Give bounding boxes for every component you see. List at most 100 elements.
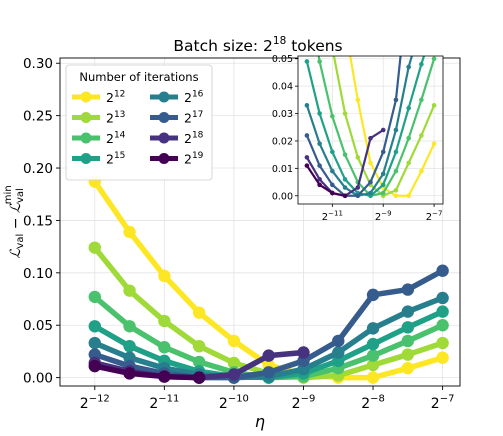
- legend-item-16: 216: [150, 89, 204, 105]
- x-tick-label-base: 2: [361, 396, 370, 412]
- series-point-15: [88, 320, 101, 333]
- x-tick-label: 2−10: [219, 394, 249, 412]
- x-tick-label-exponent: −12: [89, 394, 110, 405]
- x-tick-label-base: 2: [219, 396, 228, 412]
- inset-series-point-16: [368, 190, 373, 196]
- inset-series-19: [304, 163, 348, 199]
- y-tick-label: 0.15: [23, 213, 53, 229]
- x-axis-label: η: [255, 412, 265, 431]
- inset-series-point-19: [330, 190, 335, 196]
- legend-swatch-marker: [80, 112, 92, 123]
- inset-series-point-17: [330, 182, 335, 188]
- inset-series-point-14: [317, 59, 322, 64]
- series-point-17: [366, 288, 380, 302]
- inset-series-point-15: [419, 61, 424, 67]
- series-point-16: [332, 346, 345, 359]
- legend-label-exponent: 15: [114, 151, 125, 161]
- legend-label: 214: [106, 130, 126, 146]
- inset-series-point-14: [380, 190, 386, 196]
- legend-item-15: 215: [72, 151, 125, 167]
- y-axis-label-loss-a: ℒ: [8, 248, 24, 259]
- legend-swatch-marker: [80, 91, 92, 103]
- inset-series-point-12: [393, 193, 399, 199]
- y-axis-ticks: 0.00 0.05 0.10 0.15 0.20 0.25 0.30: [23, 56, 60, 387]
- legend-item-14: 214: [72, 130, 126, 146]
- inset-series-point-16: [419, 21, 424, 26]
- series-point-13: [123, 284, 136, 297]
- inset-x-tick-label: 2−9: [375, 210, 392, 224]
- legend-item-19: 219: [150, 151, 204, 167]
- legend-swatch-marker: [80, 132, 92, 144]
- series-point-14: [192, 355, 206, 369]
- inset-series-point-12: [406, 193, 411, 199]
- y-axis-label-loss-b: ℒ: [8, 202, 24, 213]
- series-19: [88, 359, 206, 384]
- inset-series-point-15: [342, 177, 348, 182]
- y-tick-label: 0.25: [23, 109, 53, 125]
- inset-y-tick-label: 0.02: [272, 136, 293, 147]
- series-point-19: [123, 367, 136, 380]
- legend-label: 218: [184, 130, 204, 146]
- series-point-13: [88, 241, 101, 254]
- y-tick-label: 0.00: [23, 371, 53, 387]
- inset-series-point-16: [330, 168, 335, 174]
- inset-x-tick-label-base: 2: [426, 212, 432, 223]
- series-point-14: [366, 349, 380, 362]
- series-point-16: [88, 336, 101, 350]
- y-axis-label-sub-a: val: [15, 234, 26, 249]
- x-tick-label: 2−12: [80, 394, 110, 412]
- series-point-16: [401, 305, 415, 318]
- legend-label-exponent: 13: [114, 110, 125, 120]
- inset-series-point-16: [342, 185, 348, 190]
- legend-label-base: 2: [184, 131, 192, 146]
- inset-series-point-15: [406, 105, 411, 111]
- y-tick-label: 0.30: [23, 56, 53, 72]
- inset-series-point-15: [432, 21, 437, 26]
- legend-label-exponent: 12: [114, 89, 125, 99]
- x-tick-label-exponent: −7: [440, 394, 455, 405]
- inset-series-point-15: [317, 111, 322, 116]
- legend-item-17: 217: [150, 110, 203, 126]
- inset-series-12: [349, 56, 437, 199]
- inset-series-point-13: [393, 187, 399, 193]
- legend-label-base: 2: [106, 131, 114, 146]
- inset-series-point-15: [304, 59, 310, 64]
- series-point-14: [123, 320, 136, 333]
- x-tick-label-base: 2: [80, 396, 89, 412]
- series-point-15: [401, 321, 415, 334]
- inset-series-point-16: [304, 103, 310, 108]
- inset-series-point-12: [419, 168, 424, 174]
- inset-series-point-18: [317, 177, 322, 182]
- legend-item-18: 218: [150, 130, 204, 146]
- inset-series-point-12: [355, 97, 361, 103]
- legend-label: 219: [184, 151, 204, 167]
- series-point-13: [158, 314, 171, 328]
- legend: Number of iterations 2122132142152162172…: [65, 64, 213, 181]
- series-point-17: [401, 283, 415, 296]
- main-plot-frame: [59, 57, 461, 387]
- x-tick-label: 2−7: [431, 394, 455, 412]
- y-tick-label: 0.20: [23, 161, 53, 177]
- legend-label: 217: [184, 110, 203, 126]
- chart-title-base: Batch size: 2: [173, 37, 273, 55]
- inset-series-point-17: [304, 133, 310, 138]
- x-tick-label-base: 2: [431, 396, 440, 412]
- inset-series-point-18: [380, 127, 386, 133]
- legend-label: 216: [184, 89, 204, 105]
- inset-series-point-19: [304, 163, 310, 168]
- y-tick-label: 0.05: [23, 318, 53, 334]
- y-axis-label-minus: −: [8, 213, 24, 234]
- inset-frame: [297, 55, 444, 205]
- legend-swatch-marker: [158, 112, 170, 123]
- inset-y-ticks: 0.00 0.01 0.02 0.03 0.04 0.05: [272, 54, 298, 202]
- series-point-16: [436, 291, 449, 305]
- inset-series-point-12: [368, 160, 373, 166]
- inset-y-tick-label: 0.01: [272, 164, 293, 175]
- legend-label-base: 2: [184, 111, 192, 126]
- x-axis-ticks: 2−12 2−11 2−10 2−9 2−8 2−7: [80, 386, 455, 412]
- x-tick-label: 2−9: [292, 394, 316, 412]
- series-point-18: [227, 368, 241, 381]
- legend-label-base: 2: [106, 111, 114, 126]
- inset-x-tick-label-base: 2: [322, 212, 328, 223]
- series-point-19: [192, 371, 206, 384]
